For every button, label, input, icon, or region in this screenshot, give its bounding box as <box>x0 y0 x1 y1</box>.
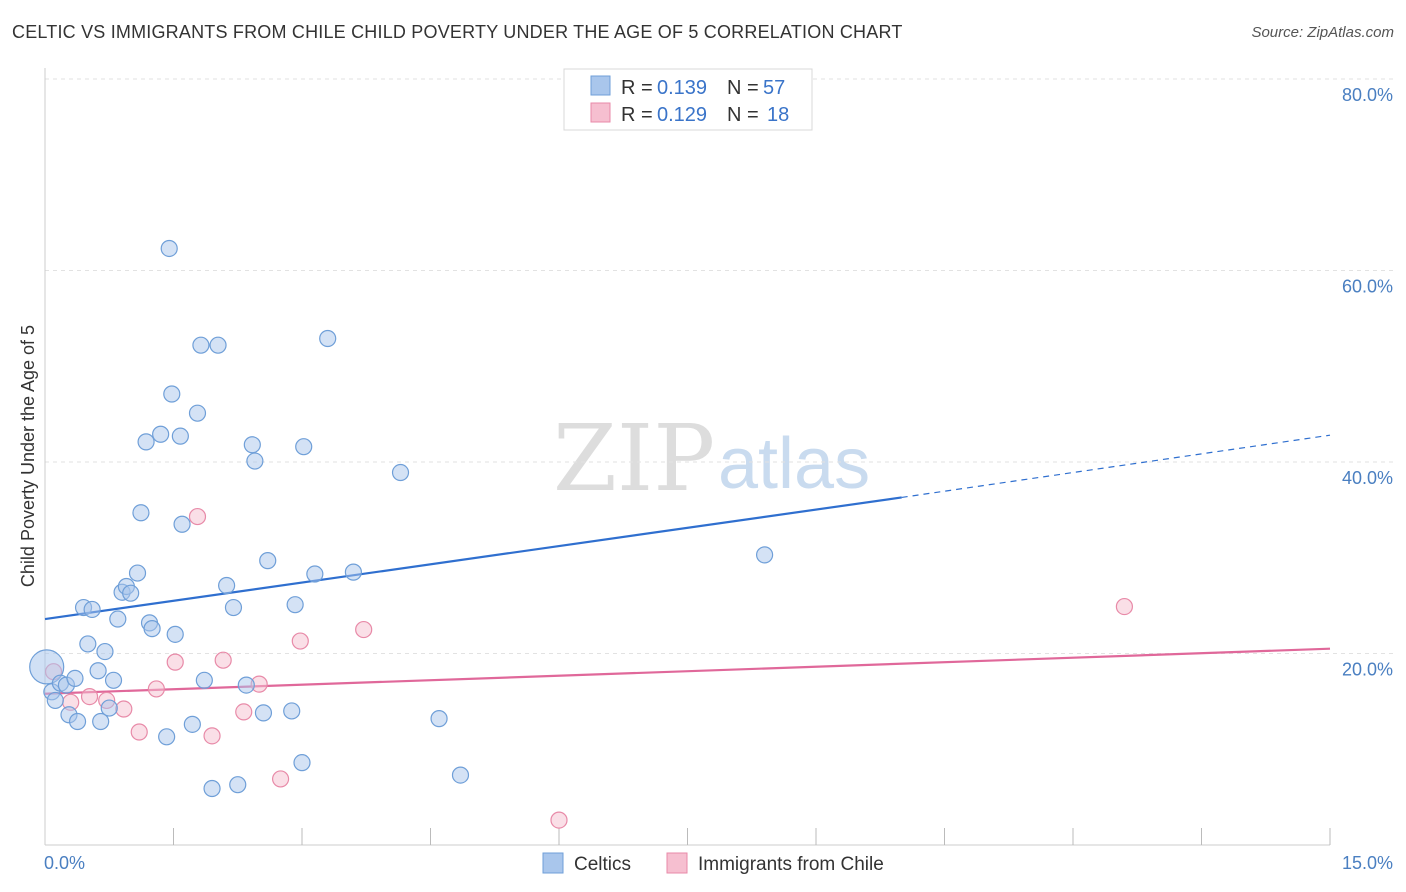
bottom-legend-swatch-celtics <box>542 852 564 874</box>
celtics-point <box>209 336 227 354</box>
celtics-point <box>109 610 127 628</box>
bottom-legend: Celtics Immigrants from Chile <box>542 852 884 875</box>
celtics-point <box>163 385 181 403</box>
chart-title: CELTIC VS IMMIGRANTS FROM CHILE CHILD PO… <box>12 22 903 42</box>
celtics-point <box>224 598 243 617</box>
celtics-point <box>195 671 213 689</box>
celtics-point <box>344 563 362 581</box>
celtics-point <box>160 239 178 258</box>
legend-n-label: N = <box>727 77 759 99</box>
celtics-point <box>283 702 301 720</box>
trend-line-chile <box>44 647 1331 695</box>
celtics-point <box>96 642 114 661</box>
y-tick-label: 80.0% <box>1342 85 1393 105</box>
celtics-point <box>755 546 774 564</box>
legend-r-label: R = <box>621 77 653 99</box>
watermark-zip: ZIP <box>553 405 715 512</box>
celtics-point <box>430 710 448 728</box>
legend-r-label: R = <box>621 104 653 126</box>
y-tick-label: 40.0% <box>1342 468 1393 488</box>
celtics-point <box>319 329 337 348</box>
celtics-point <box>203 779 221 798</box>
celtics-point <box>254 704 273 722</box>
trend-line-celtics-extension <box>901 434 1331 499</box>
chile-point <box>166 653 184 671</box>
celtics-point <box>259 552 277 570</box>
bottom-legend-label-chile: Immigrants from Chile <box>698 854 884 875</box>
legend: R = 0.139 N = 57 R = 0.129 N = 18 <box>563 68 813 131</box>
celtics-point <box>89 662 107 680</box>
bottom-legend-swatch-chile <box>666 852 688 874</box>
celtics-point <box>192 336 210 354</box>
celtics-point <box>152 425 170 443</box>
points-layer <box>29 239 1134 829</box>
celtics-point <box>100 699 118 717</box>
chile-point <box>291 632 309 650</box>
y-axis-title: Child Poverty Under the Age of 5 <box>18 325 38 587</box>
legend-n-value: 18 <box>767 104 789 126</box>
legend-r-value: 0.139 <box>657 77 707 99</box>
celtics-point <box>68 712 87 731</box>
celtics-point <box>143 620 161 638</box>
celtics-point <box>92 712 110 731</box>
chile-point <box>1115 597 1134 616</box>
chile-point <box>214 651 232 669</box>
tick-layer: 20.0% 40.0% 60.0% 80.0% <box>173 85 1393 845</box>
celtics-point <box>293 754 311 772</box>
chile-point <box>271 770 290 788</box>
chile-point <box>130 723 148 741</box>
chile-point <box>147 680 165 698</box>
celtics-point <box>122 584 140 602</box>
celtics-point <box>306 565 324 583</box>
legend-n-value: 57 <box>763 77 785 99</box>
celtics-point <box>286 596 304 614</box>
celtics-point <box>243 436 261 454</box>
celtics-point <box>171 427 189 445</box>
chile-point <box>188 507 207 526</box>
celtics-point <box>166 625 184 643</box>
chile-point <box>550 811 568 829</box>
trend-line-celtics <box>44 496 902 621</box>
celtics-point <box>183 715 201 733</box>
celtics-point <box>451 766 470 784</box>
celtics-point <box>83 600 101 619</box>
bottom-legend-label-celtics: Celtics <box>574 854 631 875</box>
chart-source: Source: ZipAtlas.com <box>1251 24 1394 41</box>
celtics-point <box>79 635 97 653</box>
celtics-point <box>295 438 313 456</box>
chile-point <box>115 700 133 718</box>
celtics-point <box>46 691 64 710</box>
celtics-point <box>246 452 264 470</box>
y-tick-label: 20.0% <box>1342 660 1393 680</box>
celtics-point <box>66 669 84 687</box>
grid-layer <box>45 78 1393 654</box>
watermark-atlas: atlas <box>718 424 870 504</box>
celtics-point <box>188 404 207 422</box>
legend-swatch-chile <box>590 102 611 123</box>
legend-swatch-celtics <box>590 75 611 96</box>
celtics-point <box>391 463 410 482</box>
legend-r-value: 0.129 <box>657 104 707 126</box>
celtics-point <box>218 576 236 595</box>
celtics-point <box>237 676 255 694</box>
celtics-point <box>132 504 150 522</box>
x-tick-label-min: 0.0% <box>44 853 85 873</box>
celtics-point <box>229 776 247 794</box>
y-tick-label: 60.0% <box>1342 277 1393 297</box>
celtics-point <box>104 671 123 689</box>
chile-point <box>235 703 253 721</box>
x-tick-label-max: 15.0% <box>1342 853 1393 873</box>
chile-point <box>80 687 99 706</box>
chile-point <box>355 620 373 639</box>
celtics-point <box>128 564 147 582</box>
celtics-point <box>173 515 191 533</box>
celtics-point <box>158 728 176 746</box>
celtics-point <box>29 649 65 685</box>
chile-point <box>203 727 221 745</box>
celtics-point <box>137 433 155 451</box>
legend-n-label: N = <box>727 104 759 126</box>
